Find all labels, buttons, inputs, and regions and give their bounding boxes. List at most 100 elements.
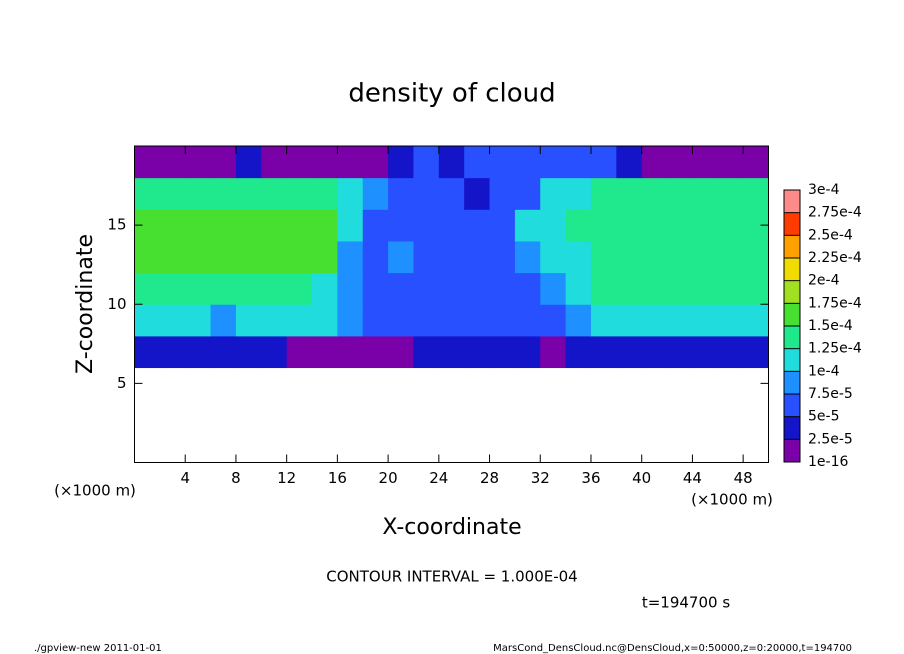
heat-cell — [565, 209, 592, 242]
heat-cell — [312, 240, 338, 274]
heat-cell — [540, 209, 567, 242]
heat-cell — [514, 177, 541, 210]
x-tick-label: 20 — [379, 469, 398, 487]
heat-cell — [438, 304, 465, 337]
colorbar-label: 7.5e-5 — [808, 386, 853, 402]
heat-cell — [641, 304, 668, 337]
heat-cell — [540, 272, 567, 305]
heat-cell — [590, 335, 617, 369]
colorbar-label: 2.75e-4 — [808, 205, 862, 221]
heat-cell — [185, 146, 212, 179]
colorbar-label: 2.25e-4 — [808, 250, 862, 266]
heat-cell — [692, 240, 719, 274]
colorbar-label: 1e-16 — [808, 454, 848, 470]
heat-cell — [489, 209, 516, 242]
heat-cell — [337, 304, 364, 337]
chart-title: density of cloud — [348, 79, 555, 109]
x-tick-label: 8 — [231, 469, 241, 487]
heat-cell — [590, 209, 617, 242]
heat-cell — [413, 177, 440, 210]
heat-cell — [413, 335, 440, 369]
colorbar-swatch — [784, 326, 800, 349]
heat-cell — [590, 304, 617, 337]
heat-cell — [641, 146, 668, 179]
heat-cell — [261, 209, 288, 242]
heat-cell — [286, 146, 313, 179]
heat-cell — [667, 272, 693, 305]
heat-cell — [235, 304, 262, 337]
x-tick-label: 48 — [734, 469, 753, 487]
heat-cell — [185, 272, 212, 305]
heat-cell — [565, 177, 592, 210]
heat-cell — [641, 335, 668, 369]
heat-cell — [159, 335, 186, 369]
heat-cell — [565, 304, 592, 337]
heat-cell — [692, 272, 719, 305]
heat-cell — [261, 177, 288, 210]
colorbar-swatch — [784, 258, 800, 281]
heat-cell — [667, 335, 693, 369]
heat-cell — [514, 272, 541, 305]
heat-cell — [185, 335, 212, 369]
heat-cell — [489, 240, 516, 274]
heat-cell — [210, 335, 237, 369]
x-unit-left: (×1000 m) — [54, 482, 136, 500]
x-tick-label: 36 — [581, 469, 600, 487]
heat-cell — [362, 240, 389, 274]
heat-cell — [388, 272, 414, 305]
heat-cell — [388, 304, 414, 337]
heat-cell — [210, 209, 237, 242]
heat-cell — [235, 272, 262, 305]
x-tick-label: 32 — [531, 469, 550, 487]
colorbar-label: 1.5e-4 — [808, 318, 853, 334]
heat-cell — [565, 272, 592, 305]
colorbar-swatch — [784, 190, 800, 213]
heat-cell — [261, 272, 288, 305]
heat-cell — [667, 177, 693, 210]
heat-cell — [616, 304, 643, 337]
colorbar-label: 1.75e-4 — [808, 295, 862, 311]
y-tick-label: 15 — [107, 216, 126, 234]
heat-cell — [692, 304, 719, 337]
heat-cell — [362, 272, 389, 305]
colorbar-swatch — [784, 348, 800, 372]
heat-cell — [235, 240, 262, 274]
heat-cell — [159, 209, 186, 242]
heat-cell — [159, 146, 186, 179]
x-axis-label: X-coordinate — [382, 515, 521, 540]
colorbar-label: 1.25e-4 — [808, 341, 862, 357]
heat-cell — [540, 304, 567, 337]
heat-cell — [337, 177, 364, 210]
heat-cell — [185, 304, 212, 337]
heat-cell — [717, 240, 744, 274]
heat-cell — [337, 209, 364, 242]
x-tick-label: 44 — [683, 469, 702, 487]
x-tick-label: 12 — [277, 469, 296, 487]
footer-right: MarsCond_DensCloud.nc@DensCloud,x=0:5000… — [493, 643, 852, 654]
heat-cell — [134, 240, 161, 274]
heat-cell — [464, 335, 491, 369]
heat-cell — [464, 177, 491, 210]
x-tick-label: 16 — [328, 469, 347, 487]
heat-cell — [489, 272, 516, 305]
heat-cell — [514, 146, 541, 179]
heat-cell — [286, 209, 313, 242]
heat-cell — [235, 177, 262, 210]
heat-cell — [743, 146, 769, 179]
colorbar-swatch — [784, 303, 800, 326]
heat-cell — [514, 335, 541, 369]
heat-cell — [438, 209, 465, 242]
contour-note: CONTOUR INTERVAL = 1.000E-04 — [326, 568, 577, 586]
heat-cell — [616, 146, 643, 179]
heat-cell — [286, 240, 313, 274]
heat-cell — [159, 240, 186, 274]
heat-cell — [464, 146, 491, 179]
heat-cell — [337, 335, 364, 369]
heat-cell — [388, 240, 414, 274]
heat-cell — [743, 335, 769, 369]
heat-cell — [312, 209, 338, 242]
heat-cell — [743, 177, 769, 210]
heat-cell — [641, 240, 668, 274]
heat-cell — [743, 240, 769, 274]
